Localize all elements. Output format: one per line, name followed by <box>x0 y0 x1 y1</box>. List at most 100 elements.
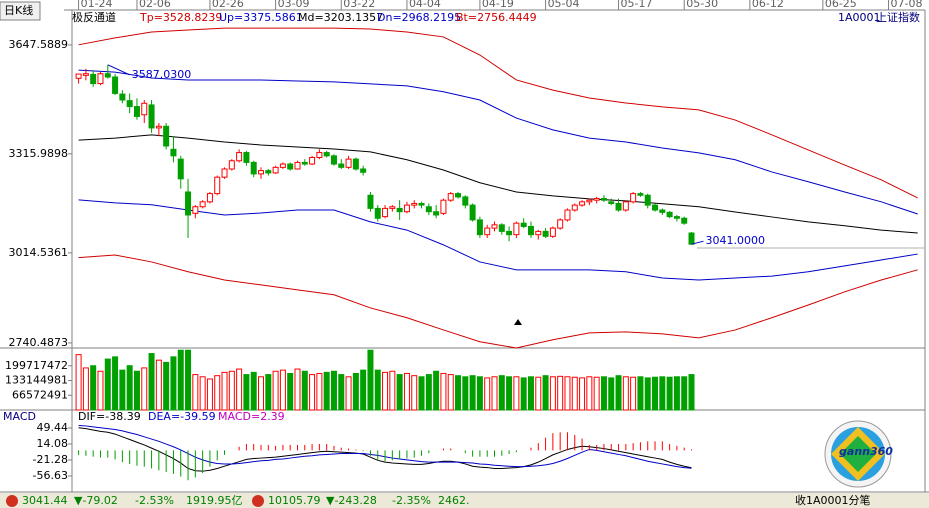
volume-bar <box>301 370 308 411</box>
volume-bar <box>119 369 126 411</box>
candle-body <box>133 106 140 117</box>
volume-bar <box>236 368 243 411</box>
candle-body <box>673 216 680 219</box>
volume-bar <box>170 356 177 411</box>
y-tick-label: -56.63 <box>33 469 68 482</box>
candle-body <box>433 211 440 216</box>
x-tick-label: 01-24 <box>81 0 113 10</box>
candle-body <box>177 158 184 180</box>
volume-bar <box>258 376 265 411</box>
legend-entry: Md=3203.1357 <box>298 11 383 24</box>
volume-bar <box>549 376 556 411</box>
candle-body <box>75 73 82 79</box>
y-tick-label: 66572491 <box>12 388 68 401</box>
candle-body <box>608 201 615 204</box>
candle-body <box>579 201 586 206</box>
candle-body <box>170 148 177 157</box>
candle-body <box>221 168 228 178</box>
candle-body <box>119 93 126 101</box>
volume-bar <box>97 370 104 411</box>
candle-body <box>688 232 695 245</box>
annotation: 3041.0000 <box>706 234 766 247</box>
candle-body <box>141 102 148 116</box>
volume-bar <box>571 376 578 411</box>
volume-bar <box>382 371 389 411</box>
period[interactable]: 日K线 <box>4 3 33 17</box>
volume-bar <box>126 365 133 411</box>
candle-body <box>411 202 418 206</box>
candle-body <box>469 204 476 221</box>
candle-body <box>126 100 133 108</box>
candle-body <box>527 225 534 236</box>
candle-body <box>316 152 323 158</box>
volume-bar <box>418 376 425 411</box>
logo-text: gann360 <box>839 445 893 458</box>
status-item[interactable]: 收1A0001分笔 <box>795 493 871 507</box>
volume-bar <box>396 374 403 411</box>
volume-bar <box>287 372 294 411</box>
status-icon <box>252 495 264 507</box>
volume-bar <box>498 375 505 411</box>
volume-bar <box>177 349 184 411</box>
x-tick-label: 05-30 <box>686 0 718 10</box>
volume-bar <box>112 356 119 411</box>
volume-bar <box>389 370 396 411</box>
volume-bar <box>688 374 695 411</box>
volume-bar <box>330 370 337 411</box>
candle-body <box>185 191 192 216</box>
volume-bar <box>367 349 374 411</box>
volume-bar <box>557 375 564 411</box>
candle-body <box>549 227 556 237</box>
volume-bar <box>199 376 206 411</box>
candle-body <box>90 73 97 85</box>
volume-bar <box>564 376 571 411</box>
volume-bar <box>294 368 301 411</box>
y-tick-label: 3315.9898 <box>9 147 69 160</box>
candle-body <box>97 73 104 85</box>
channel-line <box>78 27 918 199</box>
volume-bar <box>608 377 615 411</box>
candle-body <box>148 104 155 129</box>
candle-body <box>506 230 513 236</box>
status-item: 10105.79 <box>268 494 321 507</box>
y-tick-label: 3014.5361 <box>9 246 69 259</box>
volume-bar <box>345 376 352 411</box>
candle-body <box>214 176 221 195</box>
status-item: 1919.95亿 <box>186 494 243 507</box>
volume-bar <box>455 375 462 411</box>
volume-bar <box>250 371 257 411</box>
volume-bar <box>644 377 651 411</box>
symbol-name: 上证指数 <box>876 10 920 24</box>
candle-body <box>389 206 396 209</box>
volume-bar <box>243 374 250 411</box>
volume-bar <box>352 372 359 411</box>
volume-bar <box>600 376 607 411</box>
volume-bar <box>469 375 476 411</box>
channel-line <box>78 134 918 234</box>
candle-body <box>265 170 272 174</box>
candle-body <box>345 158 352 168</box>
symbol: 1A0001 <box>838 11 881 24</box>
x-tick-label: 05-04 <box>548 0 580 10</box>
candle-body <box>272 166 279 174</box>
volume-bar <box>673 376 680 411</box>
candle-body <box>491 224 498 229</box>
annotation-leader <box>107 64 130 76</box>
candle-body <box>323 152 330 157</box>
candle-body <box>622 201 629 211</box>
volume-bar <box>681 376 688 411</box>
x-tick-label: 02-06 <box>139 0 171 10</box>
volume-bar <box>90 365 97 411</box>
candle-body <box>447 193 454 201</box>
candle-body <box>309 156 316 165</box>
candle-body <box>440 199 447 214</box>
legend-entry: MACD=2.39 <box>218 410 285 423</box>
x-tick-label: 03-09 <box>278 0 310 10</box>
x-tick-label: 07-08 <box>891 0 923 10</box>
legend-entry: Tp=3528.8239 <box>139 11 222 24</box>
volume-bar <box>148 353 155 411</box>
candle-body <box>258 170 265 175</box>
legend-entry: Bt=2756.4449 <box>456 11 537 24</box>
volume-bar <box>163 361 170 411</box>
